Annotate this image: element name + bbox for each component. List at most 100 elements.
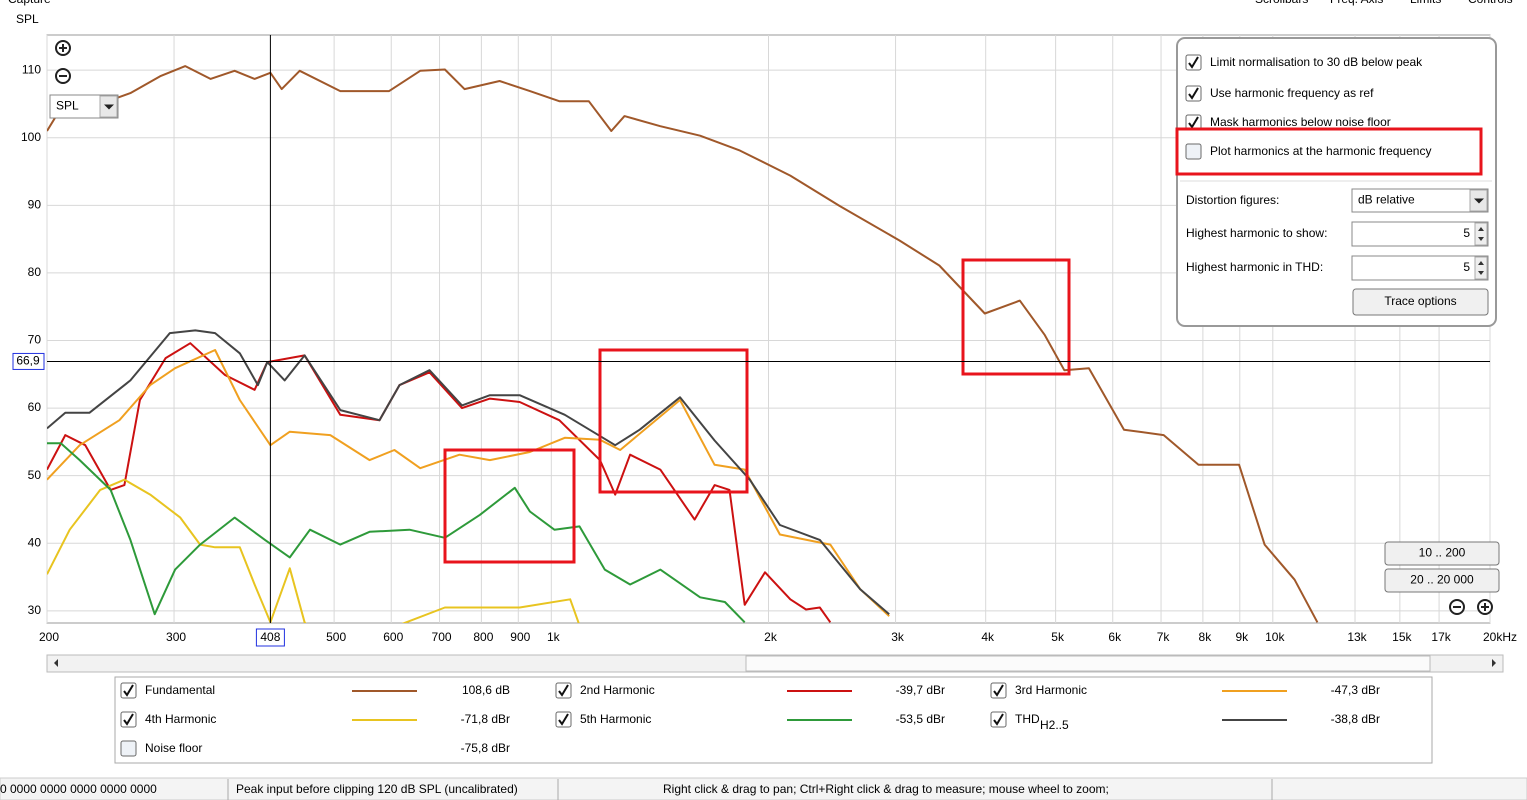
button-label: 10 .. 200 (1419, 546, 1466, 560)
zoom-out-x[interactable] (1449, 599, 1465, 615)
trace-line (47, 478, 580, 623)
menu-item[interactable]: Limits (1410, 0, 1441, 6)
button-face (1352, 288, 1489, 316)
button[interactable]: 10 .. 200 (1384, 541, 1500, 566)
dropdown-arrow (104, 104, 114, 110)
checkmark (558, 713, 569, 726)
x-tick-label: 2k (764, 630, 778, 644)
legend-name: 3rd Harmonic (1015, 683, 1087, 697)
menu-item[interactable]: Freq. Axis (1330, 0, 1383, 6)
zoom-out[interactable] (55, 68, 71, 84)
checkbox[interactable] (1185, 143, 1202, 160)
traces (47, 65, 1319, 623)
overlay: 408 66,9 (12, 35, 1490, 647)
x-tick-label: 6k (1108, 630, 1122, 644)
x-tick-label: 8k (1199, 630, 1213, 644)
dropdown-arrow (1474, 198, 1484, 204)
legend-level: -47,3 dBr (1331, 683, 1380, 697)
checkbox-box (1185, 143, 1202, 160)
spin-box[interactable]: 5 (1351, 221, 1489, 247)
checkbox-box (120, 740, 137, 757)
spin-buttons (1474, 256, 1488, 280)
scroll-arrow (1492, 659, 1496, 667)
scrollbar[interactable] (46, 654, 1504, 673)
highlight-box (598, 348, 749, 494)
x-tick-label: 17k (1431, 630, 1451, 644)
dropdown-value: SPL (56, 99, 79, 113)
y-tick-label: 90 (28, 197, 42, 211)
x-tick-label: 800 (473, 630, 493, 644)
legend-level: -75,8 dBr (461, 741, 510, 755)
checkbox[interactable] (990, 711, 1007, 728)
legend-level: -53,5 dBr (896, 712, 945, 726)
checkbox[interactable] (1185, 85, 1202, 102)
checkbox[interactable] (120, 711, 137, 728)
option-label: Use harmonic frequency as ref (1210, 86, 1374, 100)
scroll-thumb (745, 655, 1431, 672)
scroll-arrow (54, 659, 58, 667)
legend-level: -38,8 dBr (1331, 712, 1380, 726)
x-tick-label: 700 (432, 630, 452, 644)
cursor-x-box (255, 628, 285, 647)
x-tick-label: 5k (1051, 630, 1065, 644)
x-tick-label: 200 (39, 630, 59, 644)
checkbox-box (990, 682, 1007, 699)
x-tick-label: 500 (326, 630, 346, 644)
x-tick-label: 10k (1265, 630, 1285, 644)
x-tick-label: 600 (383, 630, 403, 644)
checkbox[interactable] (555, 711, 572, 728)
y-tick-label: 60 (28, 400, 42, 414)
dropdown[interactable]: SPL (49, 94, 119, 119)
spin-arrows (1478, 227, 1484, 241)
option-label: Highest harmonic to show: (1186, 226, 1327, 240)
y-tick-label: 100 (21, 130, 41, 144)
y-axis-label: SPL (16, 12, 39, 26)
spin-field (1351, 221, 1489, 247)
checkbox-box (990, 711, 1007, 728)
x-tick-label: 7k (1157, 630, 1171, 644)
cursor-y-label: 66,9 (16, 354, 40, 368)
x-tick-label: 3k (891, 630, 905, 644)
checkbox[interactable] (555, 682, 572, 699)
status-bar (0, 777, 1527, 800)
button[interactable]: 20 .. 20 000 (1384, 568, 1500, 593)
y-tick-label: 30 (28, 603, 42, 617)
zoom-in-x[interactable] (1477, 599, 1493, 615)
x-tick-label: 1k (547, 630, 561, 644)
zoom-in[interactable] (55, 40, 71, 56)
x-tick-label: 9k (1235, 630, 1249, 644)
status-text: 0 0000 0000 0000 0000 0000 (0, 782, 157, 796)
option-label: Plot harmonics at the harmonic frequency (1210, 144, 1431, 158)
spin-field (1351, 255, 1489, 281)
menu-item[interactable]: Controls (1468, 0, 1513, 6)
button[interactable]: Trace options (1352, 288, 1489, 316)
legend-name: THD (1015, 712, 1040, 726)
option-label: Distortion figures: (1186, 193, 1279, 207)
menu-item[interactable]: Scrollbars (1255, 0, 1308, 6)
spin-value: 5 (1463, 226, 1470, 240)
checkbox[interactable] (120, 682, 137, 699)
spin-box[interactable]: 5 (1351, 255, 1489, 281)
x-tick-label: 4k (981, 630, 995, 644)
checkbox[interactable] (120, 740, 137, 757)
highlight-box (1175, 127, 1483, 176)
y-tick-label: 50 (28, 468, 42, 482)
button-label: Trace options (1384, 294, 1456, 308)
legend-name: 2nd Harmonic (580, 683, 655, 697)
checkbox[interactable] (990, 682, 1007, 699)
capture-label: Capture (8, 0, 51, 6)
spin-arrows (1478, 261, 1484, 275)
checkbox-box (120, 711, 137, 728)
x-tick-label: 13k (1347, 630, 1367, 644)
x-tick-label: 15k (1392, 630, 1412, 644)
status-text: Peak input before clipping 120 dB SPL (u… (236, 782, 518, 796)
spin-value: 5 (1463, 260, 1470, 274)
button-face (1384, 568, 1500, 593)
cursor-y-box (12, 352, 45, 370)
checkbox[interactable] (1185, 54, 1202, 71)
dropdown-value: dB relative (1358, 193, 1415, 207)
dropdown[interactable]: dB relative (1351, 188, 1489, 213)
